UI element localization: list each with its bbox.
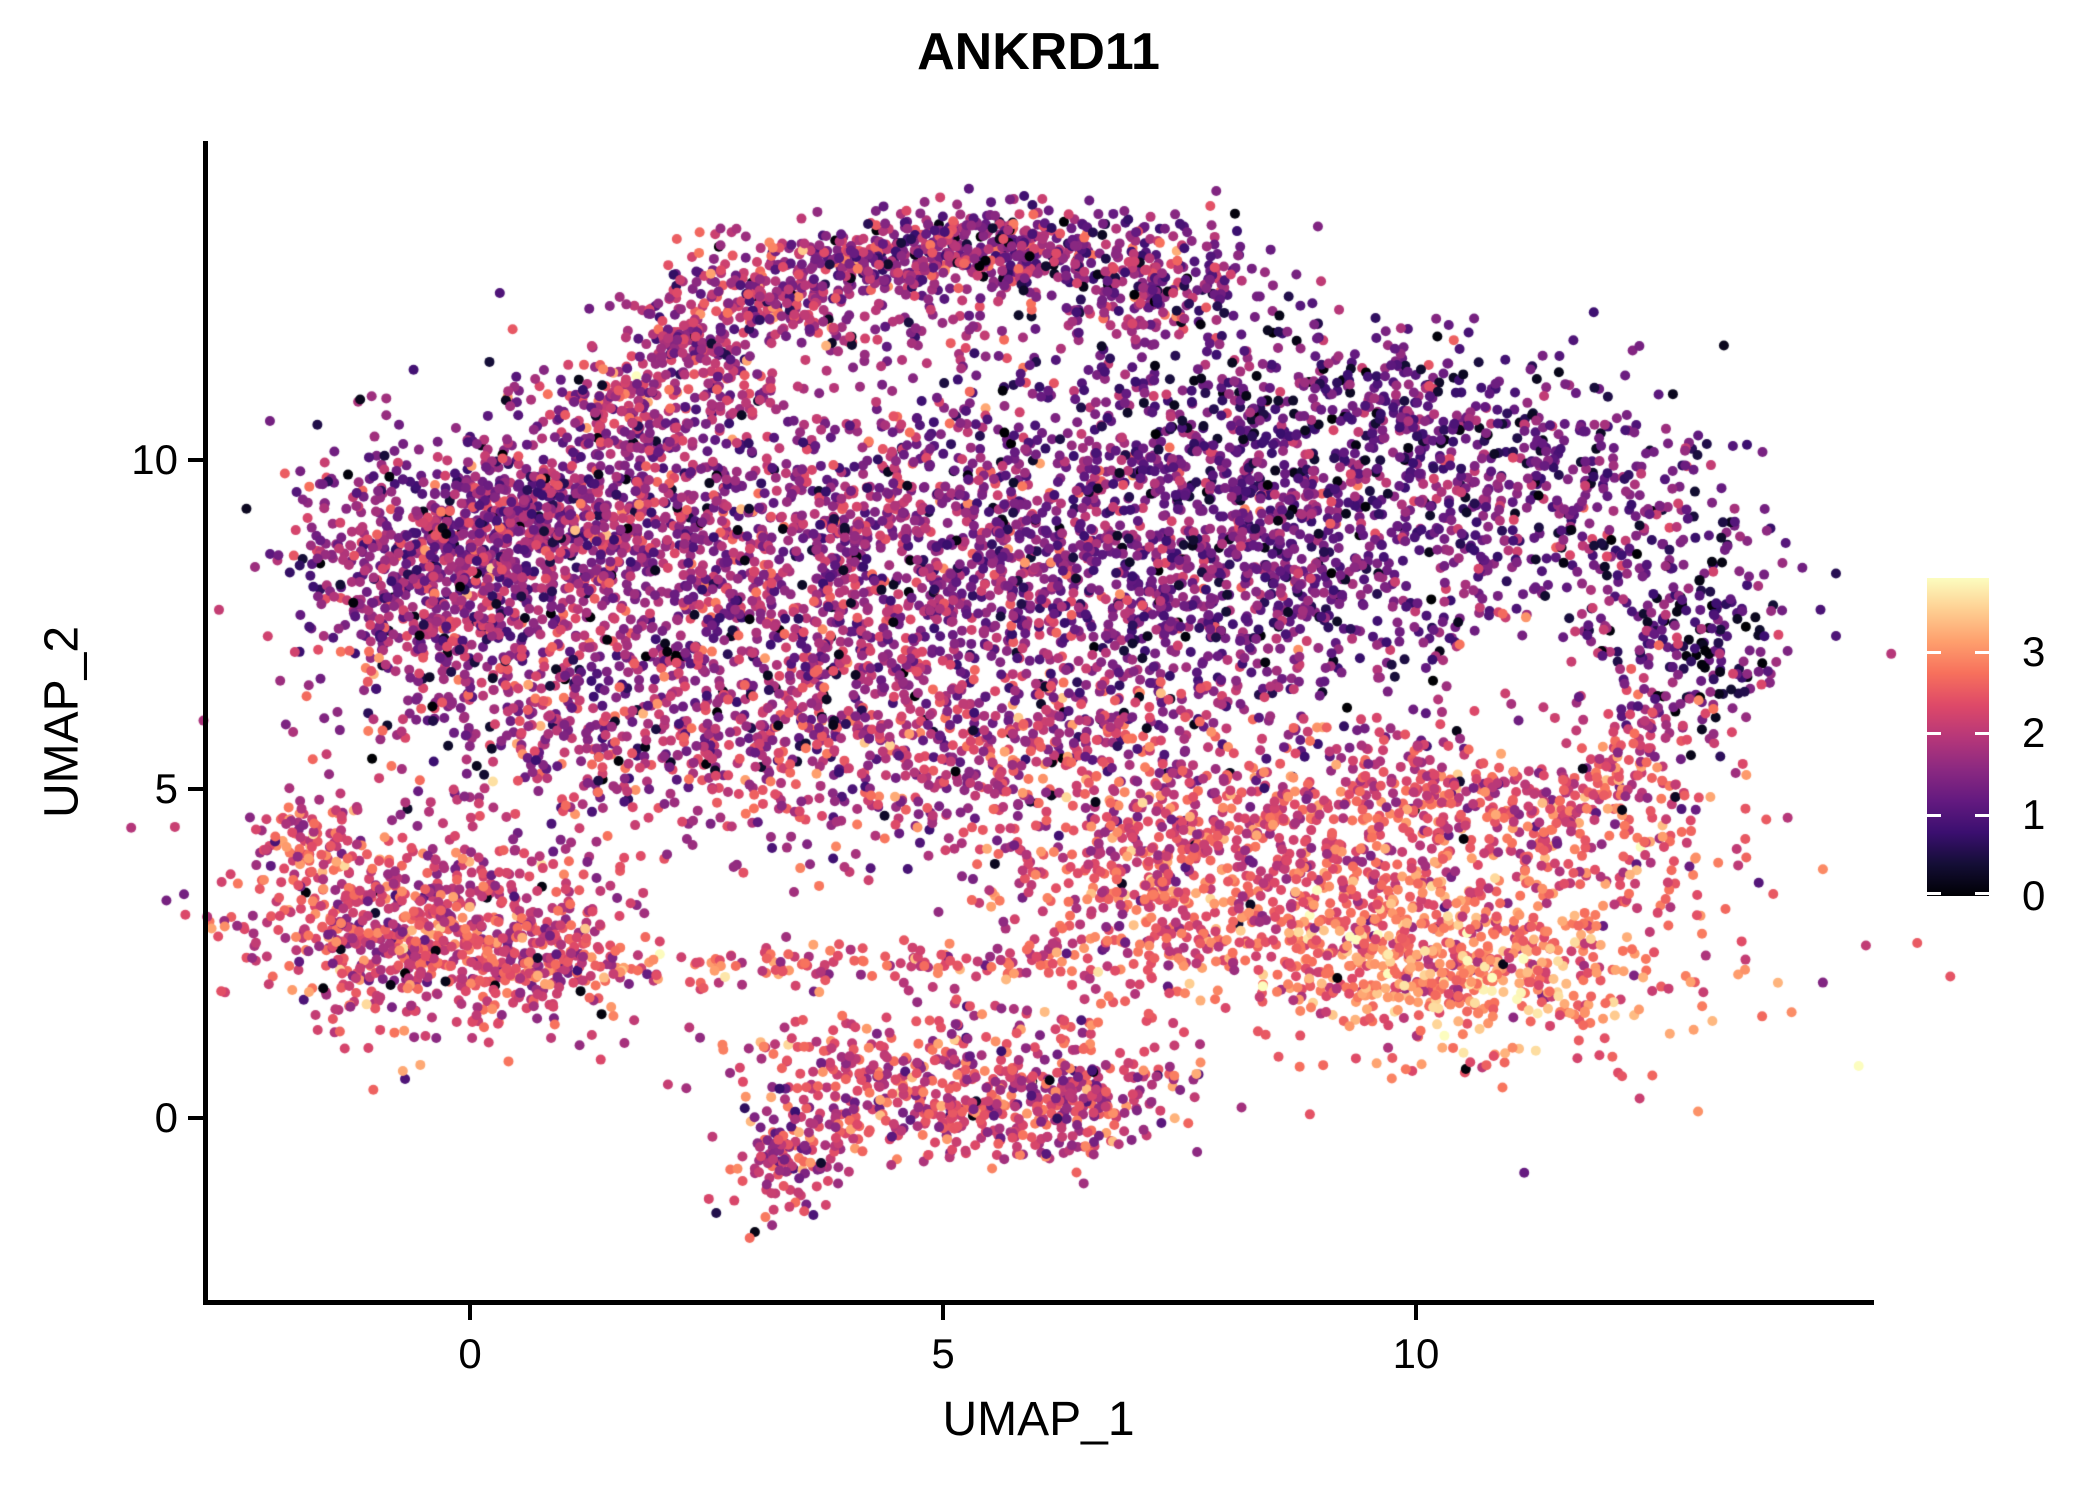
colorbar-tick-label: 2 xyxy=(2022,709,2046,757)
colorbar-tick-label: 1 xyxy=(2022,790,2046,838)
y-axis-line xyxy=(203,141,208,1305)
y-tick-mark xyxy=(188,787,203,791)
colorbar-tick-mark xyxy=(1975,813,1989,817)
x-tick-label: 10 xyxy=(1392,1330,1440,1377)
colorbar-tick-label: 3 xyxy=(2022,628,2046,675)
x-tick-mark xyxy=(941,1305,945,1320)
x-tick-label: 5 xyxy=(931,1330,955,1377)
expression-colorbar xyxy=(1927,578,1989,896)
colorbar-tick-mark xyxy=(1927,813,1941,817)
colorbar-tick-label: 0 xyxy=(2022,872,2046,919)
y-tick-mark xyxy=(188,1116,203,1120)
y-axis-title: UMAP_2 xyxy=(35,625,89,819)
x-tick-label: 0 xyxy=(458,1330,482,1377)
x-tick-mark xyxy=(468,1305,472,1320)
colorbar-tick-mark xyxy=(1975,892,1989,895)
y-tick-label: 0 xyxy=(154,1094,178,1141)
y-tick-label: 5 xyxy=(154,765,178,812)
colorbar-tick-mark xyxy=(1927,892,1941,895)
colorbar-tick-mark xyxy=(1927,651,1941,654)
x-axis-title: UMAP_1 xyxy=(942,1393,1135,1446)
plot-title: ANKRD11 xyxy=(917,23,1160,81)
x-axis-line xyxy=(203,1300,1874,1305)
x-tick-mark xyxy=(1414,1305,1418,1320)
y-tick-mark xyxy=(188,458,203,462)
colorbar-tick-mark xyxy=(1975,732,1989,736)
colorbar-tick-mark xyxy=(1927,732,1941,736)
colorbar-tick-mark xyxy=(1975,651,1989,654)
y-tick-label: 10 xyxy=(131,436,178,483)
